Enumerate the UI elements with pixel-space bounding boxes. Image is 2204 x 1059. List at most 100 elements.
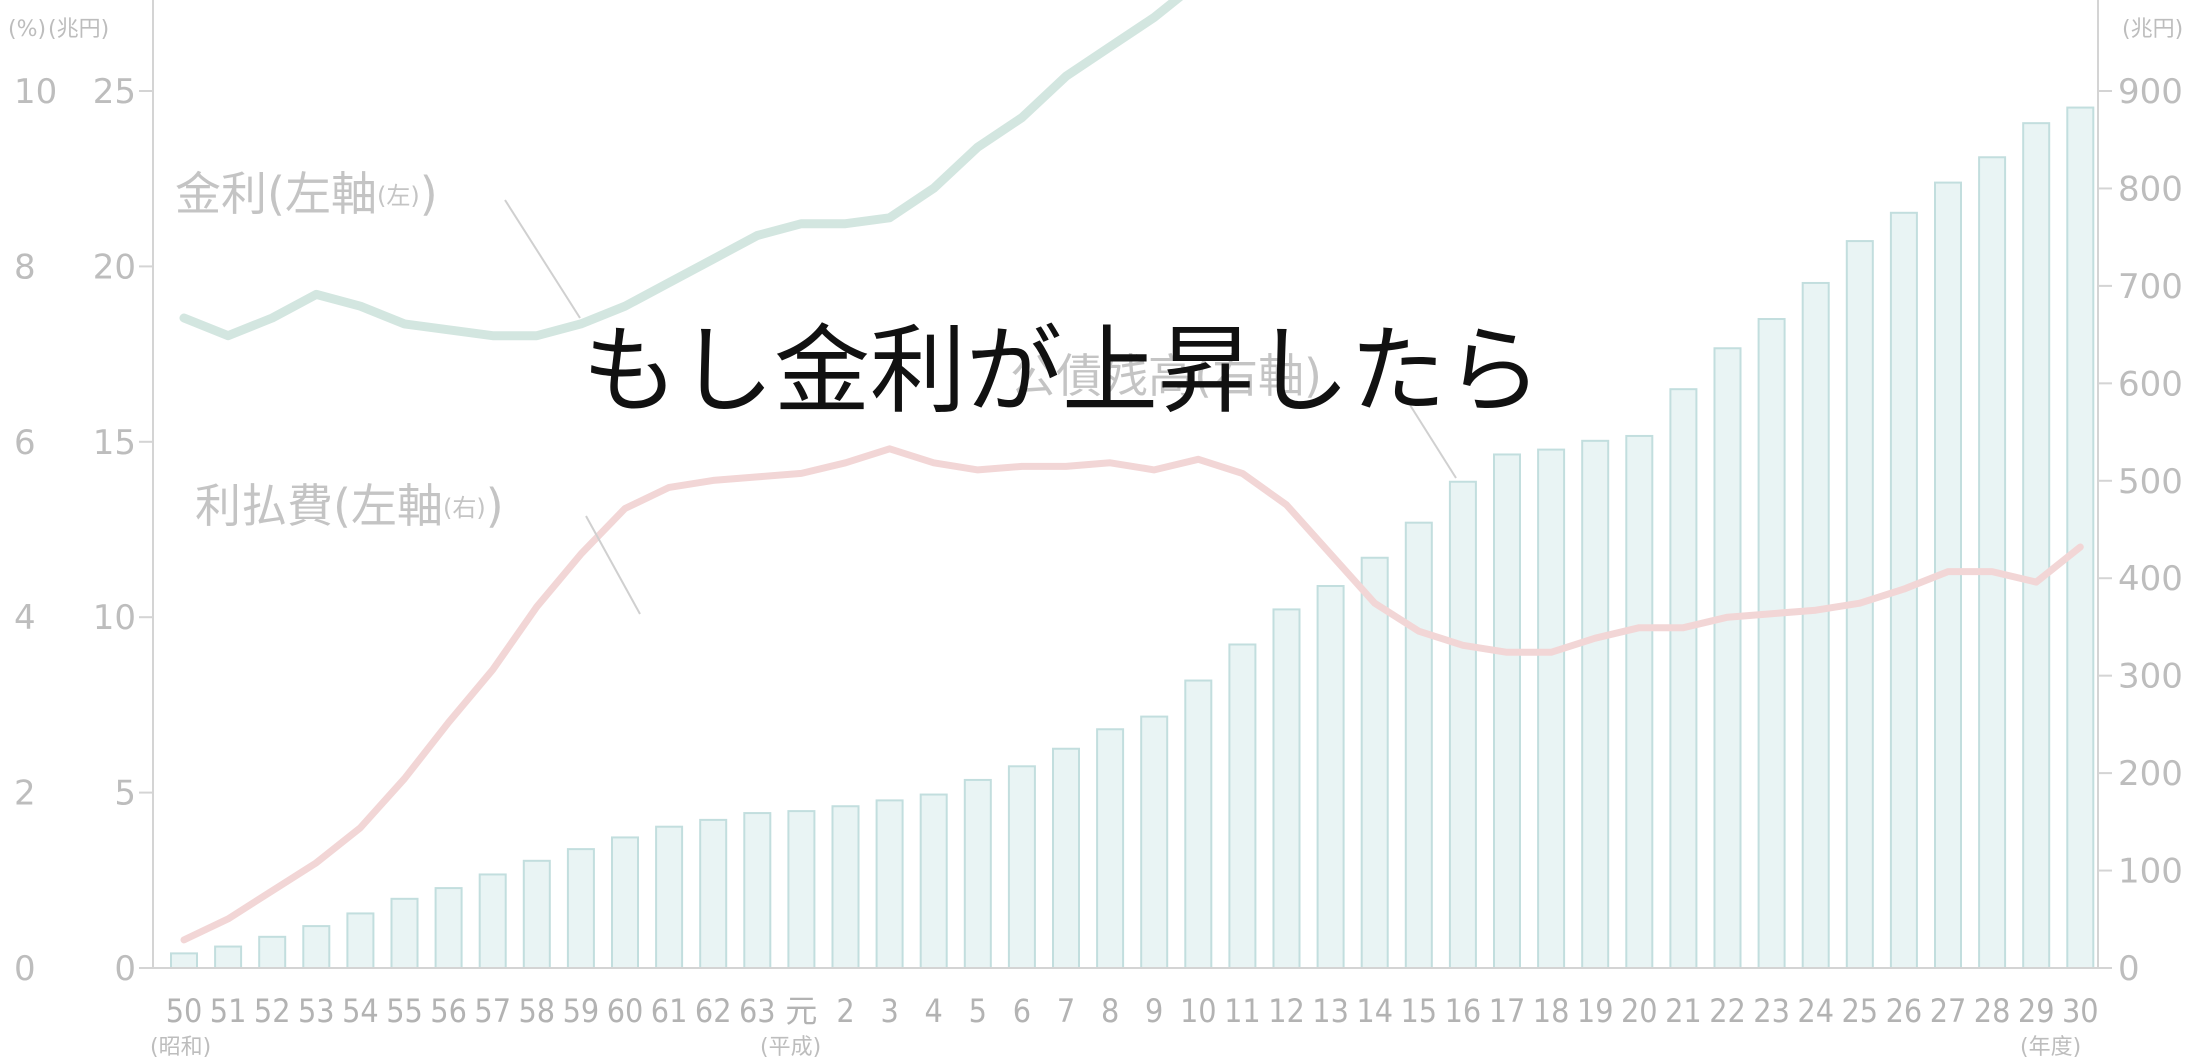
debt-bar-56 xyxy=(434,887,463,970)
x-tick-20: 20 xyxy=(1621,992,1658,1030)
x-tick-58: 58 xyxy=(518,992,555,1030)
interest-rate-annotation: 金利(左軸(左)) xyxy=(175,167,581,319)
interest-payment-axis-hint: (右) xyxy=(443,494,486,522)
debt-bar-14 xyxy=(1360,556,1389,970)
left-inner-unit: (兆円) xyxy=(48,17,109,42)
debt-bar-59 xyxy=(566,848,595,970)
x-ticks-layer: 50 51 52 53 54 55 56 57 58 59 60 61 62 63 元 2 3 4 5 6 7 8 9 10 1… xyxy=(166,992,2099,1030)
debt-bar-2 xyxy=(831,805,860,970)
right-tick-400: 400 xyxy=(2118,559,2183,599)
left-inner-tick-5: 5 xyxy=(114,774,136,814)
x-tick-17: 17 xyxy=(1489,992,1526,1030)
x-tick-62: 62 xyxy=(695,992,732,1030)
debt-bar-13 xyxy=(1316,585,1345,969)
x-tick-21: 21 xyxy=(1665,992,1702,1030)
debt-bar-52 xyxy=(258,935,287,969)
x-tick-59: 59 xyxy=(563,992,600,1030)
x-tick-18: 18 xyxy=(1533,992,1570,1030)
x-tick-11: 11 xyxy=(1224,992,1261,1030)
x-tick-28: 28 xyxy=(1974,992,2011,1030)
x-tick-2: 2 xyxy=(836,992,854,1030)
x-tick-19: 19 xyxy=(1577,992,1614,1030)
debt-balance-annotation: 公債残高(右軸) xyxy=(1010,349,1457,479)
x-tick-25: 25 xyxy=(1841,992,1878,1030)
right-unit: (兆円) xyxy=(2122,17,2183,42)
x-tick-52: 52 xyxy=(254,992,291,1030)
debt-bar-22 xyxy=(1713,347,1742,969)
x-tick-8: 8 xyxy=(1101,992,1119,1030)
x-tick-24: 24 xyxy=(1797,992,1834,1030)
interest-rate-label: 金利(左軸 xyxy=(175,167,377,221)
right-tick-700: 700 xyxy=(2118,267,2183,307)
svg-text:利払費(左軸(右)): 利払費(左軸(右)) xyxy=(195,479,504,533)
x-tick-30: 30 xyxy=(2062,992,2099,1030)
debt-bar-20 xyxy=(1625,434,1654,970)
x-tick-15: 15 xyxy=(1400,992,1437,1030)
x-tick-60: 60 xyxy=(607,992,644,1030)
x-tick-56: 56 xyxy=(430,992,467,1030)
left-outer-tick-10: 10 xyxy=(14,72,57,112)
debt-bar-5 xyxy=(963,778,992,970)
debt-bar-29 xyxy=(2022,122,2051,969)
right-tick-800: 800 xyxy=(2118,169,2183,209)
interest-payment-annotation: 利払費(左軸(右)) xyxy=(195,479,641,615)
debt-bar-19 xyxy=(1581,439,1610,969)
x-tick-54: 54 xyxy=(342,992,379,1030)
interest-payment-label: 利払費(左軸 xyxy=(195,479,443,533)
debt-balance-label: 公債残高(右軸) xyxy=(1010,349,1322,403)
debt-bar-17 xyxy=(1493,453,1521,969)
x-tick-7: 7 xyxy=(1057,992,1075,1030)
x-tick-12: 12 xyxy=(1268,992,1305,1030)
right-tick-200: 200 xyxy=(2118,754,2183,794)
x-tick-50: 50 xyxy=(166,992,203,1030)
interest-payment-close: ) xyxy=(486,479,504,533)
debt-bar-53 xyxy=(302,925,331,969)
debt-bar-24 xyxy=(1801,281,1830,969)
left-inner-tick-25: 25 xyxy=(93,72,136,112)
interest-payment-leader xyxy=(585,515,641,615)
debt-bar-15 xyxy=(1404,521,1433,969)
x-tick-57: 57 xyxy=(474,992,511,1030)
interest-rate-leader xyxy=(504,199,581,319)
x-tick-63: 63 xyxy=(739,992,776,1030)
right-tick-600: 600 xyxy=(2118,364,2183,404)
debt-bar-58 xyxy=(522,859,551,969)
left-inner-tick-0: 0 xyxy=(114,949,136,989)
debt-bar-28 xyxy=(1978,156,2007,970)
right-tick-900: 900 xyxy=(2118,72,2183,112)
x-tick-51: 51 xyxy=(210,992,247,1030)
left-inner-tick-20: 20 xyxy=(93,247,136,287)
debt-bar-55 xyxy=(390,897,419,970)
svg-text:金利(左軸(左)): 金利(左軸(左)) xyxy=(175,167,438,221)
debt-bar-50 xyxy=(170,952,198,970)
debt-bar-23 xyxy=(1757,318,1786,969)
right-tick-0: 0 xyxy=(2118,949,2140,989)
x-tick-55: 55 xyxy=(386,992,423,1030)
x-tick-53: 53 xyxy=(298,992,335,1030)
x-tick-5: 5 xyxy=(969,992,987,1030)
x-tick-61: 61 xyxy=(651,992,688,1030)
debt-bar-62 xyxy=(699,818,728,970)
debt-bar-63 xyxy=(743,812,772,970)
showa-label: (昭和) xyxy=(150,1035,211,1059)
debt-bar-16 xyxy=(1448,480,1477,969)
lines-layer xyxy=(179,0,2084,944)
debt-bar-21 xyxy=(1669,388,1698,969)
debt-bar-元 xyxy=(787,810,816,969)
left-inner-tick-15: 15 xyxy=(93,423,136,463)
debt-bar-60 xyxy=(611,836,639,969)
x-tick-4: 4 xyxy=(925,992,943,1030)
debt-bar-8 xyxy=(1096,728,1125,969)
right-tick-100: 100 xyxy=(2118,852,2183,892)
debt-bar-6 xyxy=(1007,765,1036,969)
x-tick-22: 22 xyxy=(1709,992,1746,1030)
x-tick-23: 23 xyxy=(1753,992,1790,1030)
left-outer-tick-2: 2 xyxy=(14,774,36,814)
interest-rate-line xyxy=(179,0,1184,341)
left-outer-tick-0: 0 xyxy=(14,949,36,989)
debt-bar-30 xyxy=(2066,106,2095,969)
x-tick-16: 16 xyxy=(1445,992,1482,1030)
left-inner-tick-10: 10 xyxy=(93,598,136,638)
